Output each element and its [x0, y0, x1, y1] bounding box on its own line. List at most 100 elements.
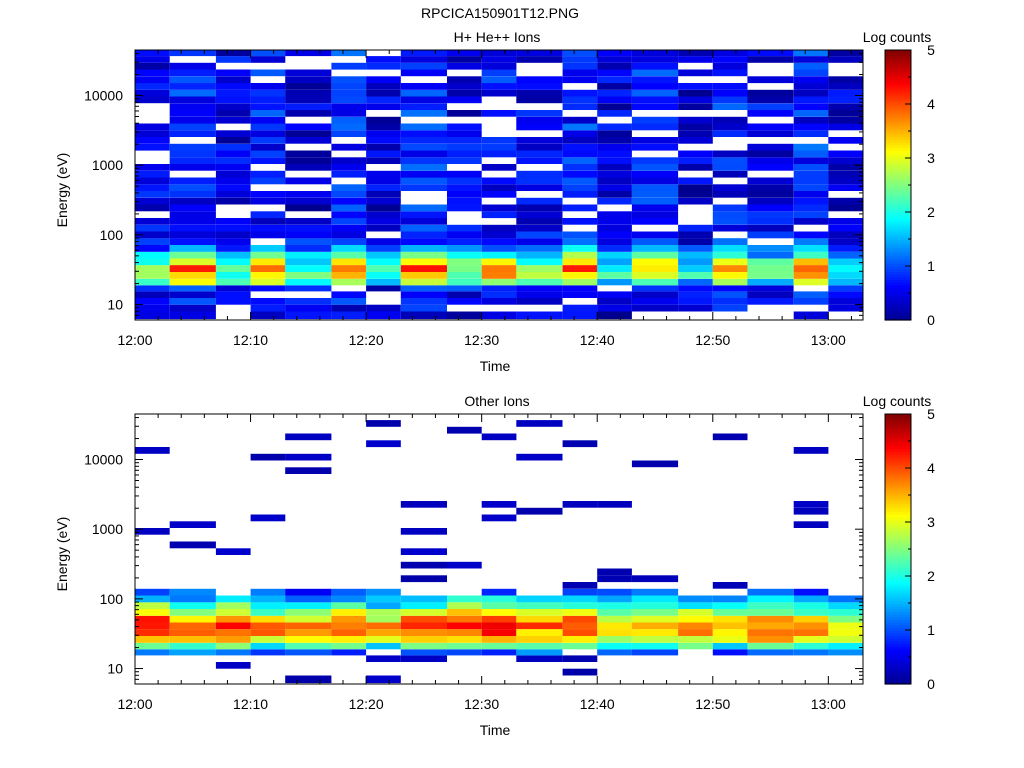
heatmap-cell — [135, 50, 170, 57]
colorbar-swatch — [885, 141, 911, 146]
heatmap-cell — [447, 245, 482, 252]
heatmap-cell — [400, 642, 447, 650]
x-tick-label: 12:40 — [580, 696, 615, 712]
heatmap-cell — [285, 123, 332, 131]
heatmap-cell — [250, 629, 286, 636]
heatmap-cell — [828, 642, 863, 650]
heatmap-cell — [516, 636, 563, 643]
heatmap-cell — [250, 96, 286, 104]
heatmap-cell — [793, 103, 829, 110]
heatmap-cell — [285, 265, 332, 272]
heatmap-cell — [250, 649, 286, 656]
colorbar-swatch — [885, 122, 911, 127]
heatmap-cell — [250, 231, 286, 239]
heatmap-cell — [285, 649, 332, 656]
heatmap-cell — [331, 157, 367, 164]
heatmap-cell — [285, 103, 332, 110]
colorbar-tick-label: 2 — [927, 204, 935, 220]
heatmap-cell — [135, 615, 170, 623]
heatmap-cell — [678, 251, 713, 259]
heatmap-cell — [331, 636, 367, 643]
x-tick-label: 12:30 — [464, 332, 499, 348]
heatmap-cell — [481, 69, 517, 77]
colorbar-swatch — [885, 144, 911, 148]
heatmap-cell — [250, 89, 286, 97]
heatmap-cell — [250, 56, 286, 63]
heatmap-cell — [285, 197, 332, 205]
heatmap-cell — [793, 150, 829, 158]
colorbar-swatch — [885, 603, 911, 607]
heatmap-cell — [678, 595, 713, 603]
heatmap-cell — [400, 278, 447, 286]
heatmap-cell — [747, 622, 794, 630]
y-tick-label: 10000 — [84, 88, 123, 104]
heatmap-cell — [516, 285, 563, 292]
heatmap-cell — [631, 460, 679, 468]
heatmap-cell — [135, 96, 170, 104]
heatmap-cell — [250, 285, 286, 292]
heatmap-cell — [793, 191, 829, 198]
heatmap-cell — [516, 655, 563, 662]
y-tick-label: 100 — [100, 227, 124, 243]
colorbar-swatch — [885, 50, 911, 54]
heatmap-cell — [712, 164, 748, 171]
heatmap-cell — [215, 231, 251, 239]
colorbar-swatch — [885, 287, 911, 291]
heatmap-cell — [597, 191, 632, 198]
colorbar-swatch — [885, 136, 911, 140]
colorbar-swatch — [885, 220, 911, 224]
heatmap-cell — [135, 629, 170, 636]
heatmap-cell — [712, 204, 748, 212]
heatmap-cell — [400, 143, 447, 151]
heatmap-cell — [215, 103, 251, 110]
colorbar-swatch — [885, 511, 911, 515]
heatmap-cell — [747, 177, 794, 185]
heatmap-cell — [597, 615, 632, 623]
heatmap-cell — [366, 130, 401, 137]
heatmap-cell — [135, 191, 170, 198]
heatmap-cell — [562, 116, 598, 124]
heatmap-cell — [597, 291, 632, 298]
heatmap-cell — [828, 298, 863, 305]
heatmap-cell — [793, 218, 829, 225]
heatmap-cell — [516, 298, 563, 305]
heatmap-cell — [169, 311, 216, 320]
colorbar-swatch — [885, 513, 911, 518]
heatmap-cell — [169, 150, 216, 158]
heatmap-cell — [516, 507, 563, 515]
colorbar-swatch — [885, 255, 911, 259]
heatmap-cell — [828, 629, 863, 636]
heatmap-cell — [678, 89, 713, 97]
heatmap-cell — [481, 164, 517, 171]
heatmap-cell — [215, 164, 251, 171]
heatmap-cell — [331, 191, 367, 198]
heatmap-cell — [793, 130, 829, 137]
heatmap-cell — [331, 204, 367, 212]
colorbar-swatch — [885, 554, 911, 558]
colorbar-swatch — [885, 87, 911, 92]
colorbar-swatch — [885, 317, 911, 321]
heatmap-cell — [366, 184, 401, 191]
heatmap-cell — [331, 609, 367, 616]
heatmap-cell — [481, 595, 517, 603]
heatmap-cell — [366, 595, 401, 603]
heatmap-cell — [516, 83, 563, 90]
heatmap-cell — [631, 278, 679, 286]
heatmap-cell — [597, 501, 632, 508]
colorbar-swatch — [885, 60, 911, 65]
heatmap-cell — [285, 675, 332, 684]
heatmap-cell — [828, 595, 863, 603]
heatmap-cell — [285, 69, 332, 77]
bottom-colorbar-label: Log counts — [863, 393, 932, 409]
heatmap-cell — [331, 123, 367, 131]
heatmap-cell — [447, 191, 482, 198]
heatmap-cell — [747, 615, 794, 623]
colorbar-swatch — [885, 214, 911, 218]
heatmap-cell — [828, 184, 863, 191]
top-panel-title: H+ He++ Ions — [454, 29, 541, 45]
colorbar-swatch — [885, 627, 911, 631]
x-tick-label: 12:20 — [349, 332, 384, 348]
heatmap-cell — [366, 123, 401, 131]
colorbar-swatch — [885, 68, 911, 73]
heatmap-cell — [793, 602, 829, 609]
